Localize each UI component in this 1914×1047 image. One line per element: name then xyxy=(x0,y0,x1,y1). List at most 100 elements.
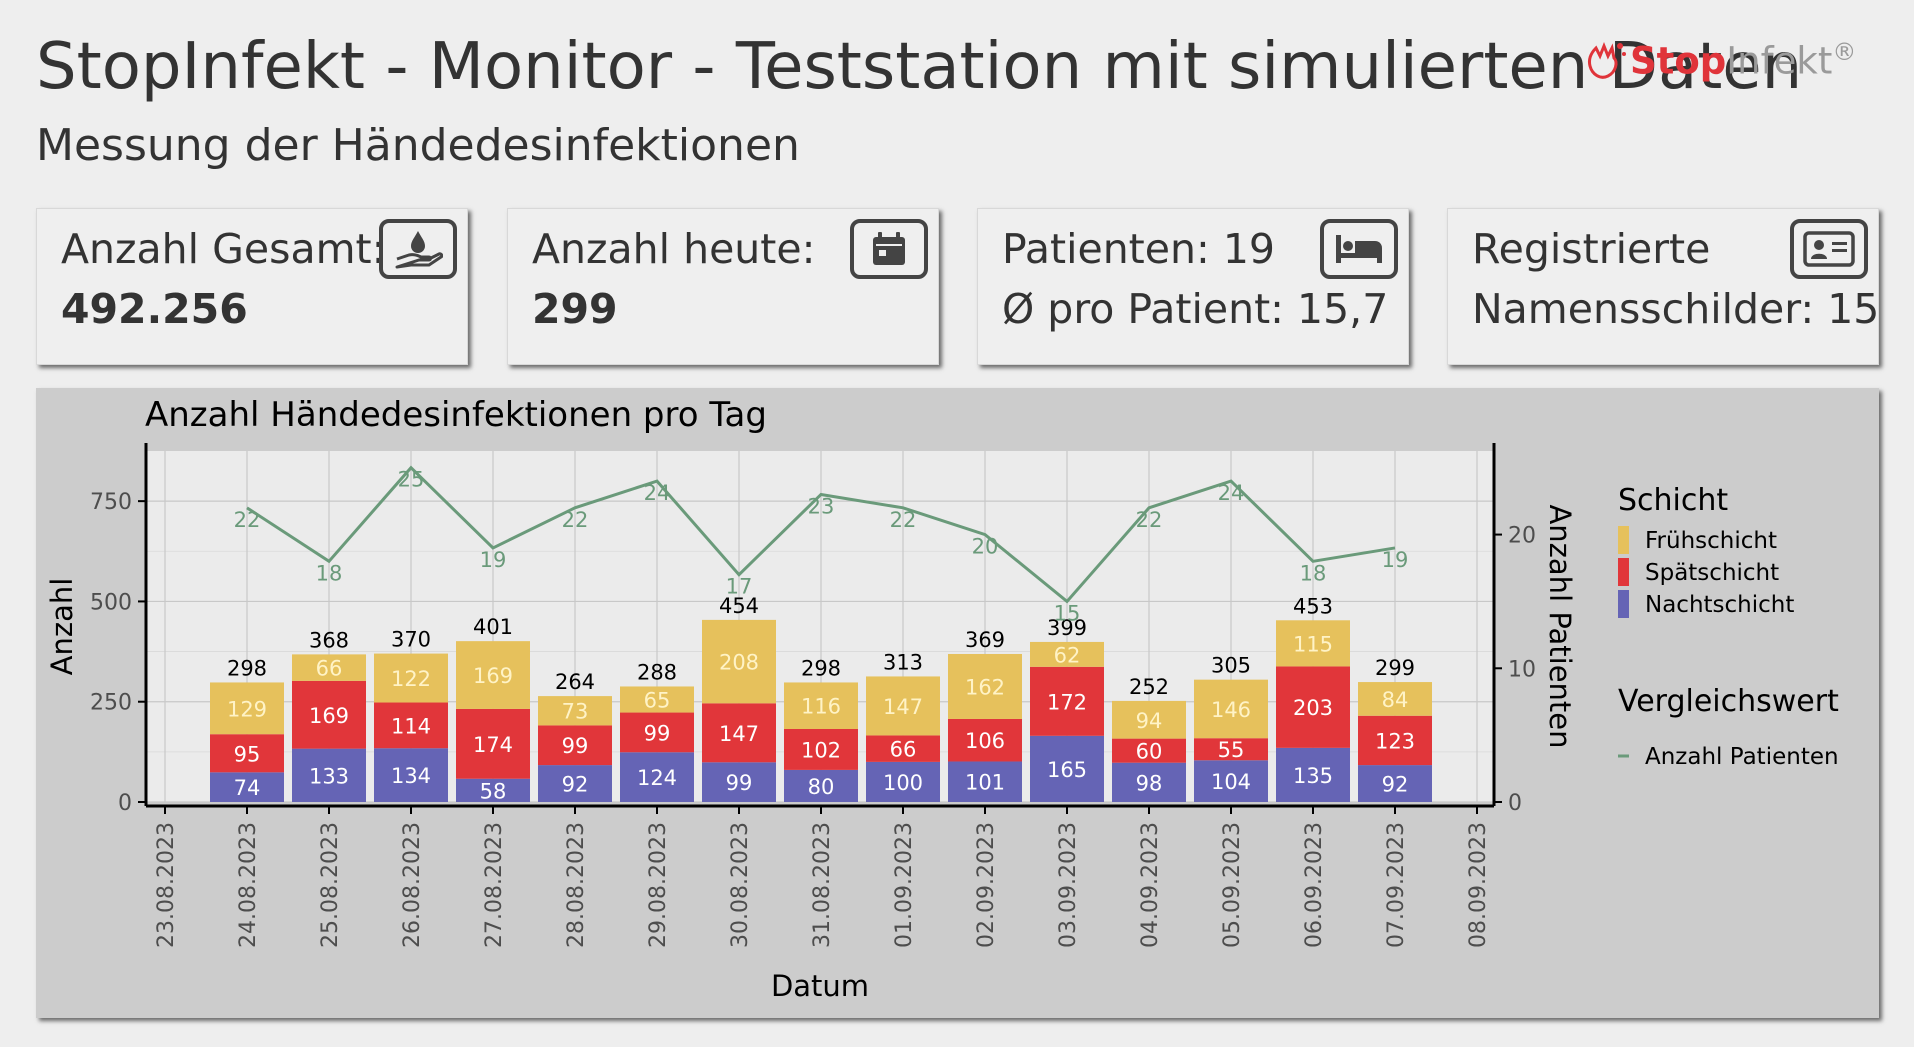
bar-segment xyxy=(210,772,284,802)
bar-segment xyxy=(948,761,1022,802)
bar-segment-label: 134 xyxy=(391,764,431,788)
y-tick-label: 250 xyxy=(90,691,132,716)
card-label: Anzahl heute: xyxy=(532,225,816,273)
card-patienten: Patienten: 19 Ø pro Patient: 15,7 xyxy=(977,208,1409,365)
bar-total-label: 454 xyxy=(719,594,759,618)
bar-total-label: 399 xyxy=(1047,616,1087,640)
bar-segment-label: 115 xyxy=(1293,632,1333,656)
x-tick-label: 28.08.2023 xyxy=(564,822,589,948)
bar-segment-label: 100 xyxy=(883,771,923,795)
card-label: Registrierte xyxy=(1472,225,1711,273)
bar-segment xyxy=(784,769,858,802)
bar-segment xyxy=(1276,747,1350,802)
patient-line-label: 18 xyxy=(316,561,343,585)
bar-segment-label: 162 xyxy=(965,675,1005,699)
hands-logo-icon xyxy=(1588,41,1626,79)
calendar-icon xyxy=(850,219,928,279)
card-value: 492.256 xyxy=(61,285,248,333)
bar-segment-label: 84 xyxy=(1382,688,1409,712)
bar-segment-label: 133 xyxy=(309,764,349,788)
card-label: Patienten: 19 xyxy=(1002,225,1275,273)
legend-label: Frühschicht xyxy=(1645,528,1777,554)
bar-segment xyxy=(1030,641,1104,667)
bar-segment-label: 146 xyxy=(1211,698,1251,722)
bar-segment xyxy=(1030,735,1104,802)
bar-segment-label: 147 xyxy=(719,722,759,746)
bar-segment-label: 116 xyxy=(801,695,841,719)
bar-segment xyxy=(1276,666,1350,748)
x-tick-label: 05.09.2023 xyxy=(1220,822,1245,948)
legend-label: Anzahl Patienten xyxy=(1645,744,1839,770)
bar-segment xyxy=(1112,738,1186,763)
card-anzahl-heute: Anzahl heute: 299 xyxy=(507,208,939,365)
legend-key xyxy=(1618,526,1629,554)
bar-segment-label: 101 xyxy=(965,771,1005,795)
bar-segment-label: 66 xyxy=(316,657,343,681)
bar-segment-label: 95 xyxy=(234,742,261,766)
bar-segment xyxy=(374,653,448,703)
card-label: Anzahl Gesamt: xyxy=(61,225,386,273)
patient-line-label: 17 xyxy=(726,575,753,599)
card-value: 299 xyxy=(532,285,618,333)
patient-line-label: 15 xyxy=(1054,601,1081,625)
bar-segment-label: 124 xyxy=(637,766,677,790)
patient-line-label: 22 xyxy=(562,508,589,532)
x-tick-label: 06.09.2023 xyxy=(1302,822,1327,948)
bar-segment-label: 165 xyxy=(1047,758,1087,782)
bar-total-label: 305 xyxy=(1211,654,1251,678)
patient-line-label: 19 xyxy=(1382,548,1409,572)
bar-total-label: 368 xyxy=(309,628,349,652)
patient-line-label: 18 xyxy=(1300,561,1327,585)
patient-line xyxy=(246,465,1396,604)
y-axis-label: Anzahl xyxy=(45,578,79,676)
patient-line-label: 22 xyxy=(1136,508,1163,532)
bar-segment-label: 66 xyxy=(890,738,917,762)
bar-segment-label: 99 xyxy=(644,721,671,745)
x-tick-label: 26.08.2023 xyxy=(400,822,425,948)
card-value: Namensschilder: 15 xyxy=(1472,285,1880,333)
x-tick-label: 04.09.2023 xyxy=(1138,822,1163,948)
bar-segment xyxy=(456,708,530,779)
bar-total-label: 252 xyxy=(1129,675,1169,699)
y2-tick-label: 0 xyxy=(1508,791,1522,816)
bar-segment-label: 104 xyxy=(1211,770,1251,794)
bar-total-label: 370 xyxy=(391,628,431,652)
bar-segment xyxy=(948,653,1022,719)
bar-segment xyxy=(784,682,858,729)
bar-segment-label: 80 xyxy=(808,775,835,799)
bar-segment-label: 58 xyxy=(480,779,507,803)
bar-segment xyxy=(456,778,530,802)
logo-wordmark: StopInfekt® xyxy=(1630,37,1857,83)
id-card-icon xyxy=(1790,219,1868,279)
bar-total-label: 264 xyxy=(555,670,595,694)
y2-tick-label: 10 xyxy=(1508,657,1536,682)
bar-segment xyxy=(1030,666,1104,736)
bar-segment xyxy=(538,725,612,766)
bar-total-label: 401 xyxy=(473,615,513,639)
bar-segment-label: 129 xyxy=(227,697,267,721)
bar-segment-label: 106 xyxy=(965,729,1005,753)
x-tick-label: 01.09.2023 xyxy=(892,822,917,948)
x-tick-label: 02.09.2023 xyxy=(974,822,999,948)
legend-label: Spätschicht xyxy=(1645,560,1779,586)
stacked-bar-chart: 74 95 129 298 133 169 66 368 134 114 122 370 58 174 16… xyxy=(45,395,1839,1003)
x-tick-label: 31.08.2023 xyxy=(810,822,835,948)
bar-total-label: 288 xyxy=(637,660,677,684)
bar-segment xyxy=(210,682,284,735)
x-tick-label: 08.09.2023 xyxy=(1466,822,1491,948)
bar-segment xyxy=(702,762,776,802)
bar-segment xyxy=(620,686,694,713)
bar-segment xyxy=(1112,700,1186,739)
bar-total-label: 313 xyxy=(883,650,923,674)
legend-key xyxy=(1618,558,1629,586)
bar-segment xyxy=(374,702,448,749)
y2-axis-label: Anzahl Patienten xyxy=(1543,504,1577,748)
bar-segment xyxy=(292,654,366,681)
bar-segment xyxy=(538,765,612,802)
bar-segment-label: 208 xyxy=(719,651,759,675)
bar-segment xyxy=(784,728,858,770)
legend-title: Schicht xyxy=(1618,483,1728,518)
bar-segment-label: 203 xyxy=(1293,696,1333,720)
stopinfekt-logo: StopInfekt® xyxy=(1582,30,1882,90)
y-tick-label: 500 xyxy=(90,590,132,615)
